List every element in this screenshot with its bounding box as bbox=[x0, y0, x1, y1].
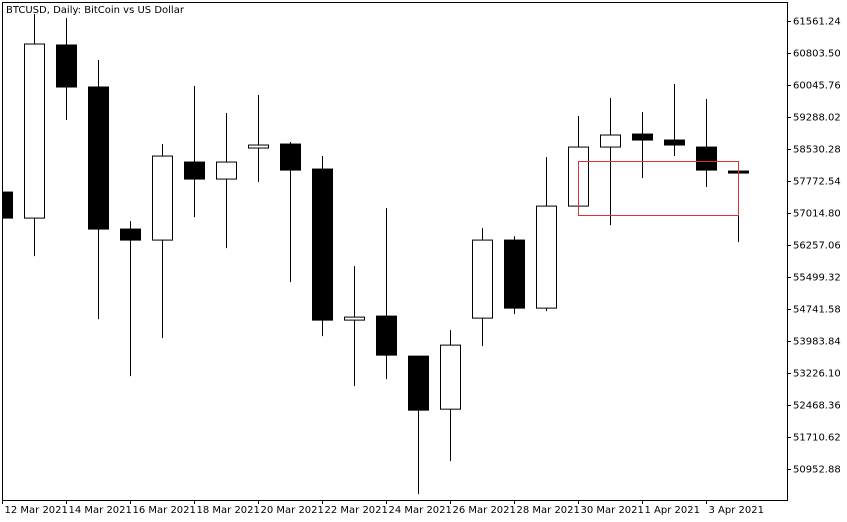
y-tick-label: 57772.54 bbox=[793, 177, 841, 188]
y-tick-label: 51710.62 bbox=[793, 433, 841, 444]
candle-body bbox=[88, 86, 109, 230]
y-tick-label: 54741.58 bbox=[793, 305, 841, 316]
y-tick-label: 59288.02 bbox=[793, 113, 841, 124]
selection-box bbox=[578, 161, 739, 216]
candle-body bbox=[504, 239, 525, 309]
x-tick-label: 16 Mar 2021 bbox=[133, 505, 196, 516]
candle-body bbox=[56, 44, 77, 88]
candle-body bbox=[152, 155, 173, 241]
x-tick-label: 20 Mar 2021 bbox=[261, 505, 324, 516]
y-tick-label: 55499.32 bbox=[793, 273, 841, 284]
x-tick-label: 3 Apr 2021 bbox=[709, 505, 764, 516]
y-tick-label: 56257.06 bbox=[793, 241, 841, 252]
x-tick-label: 24 Mar 2021 bbox=[389, 505, 452, 516]
x-tick-label: 26 Mar 2021 bbox=[453, 505, 516, 516]
candle-body bbox=[664, 139, 685, 146]
x-tick-label: 30 Mar 2021 bbox=[581, 505, 644, 516]
x-tick-label: 18 Mar 2021 bbox=[197, 505, 260, 516]
x-tick-label: 28 Mar 2021 bbox=[517, 505, 580, 516]
candle-body bbox=[120, 228, 141, 241]
chart-title: BTCUSD, Daily: BitCoin vs US Dollar bbox=[6, 5, 185, 16]
candle-body bbox=[632, 133, 653, 141]
y-tick-label: 50952.88 bbox=[793, 465, 841, 476]
candle-body bbox=[248, 144, 269, 149]
x-tick-label: 12 Mar 2021 bbox=[5, 505, 68, 516]
candle-body bbox=[312, 168, 333, 321]
candle-body bbox=[216, 161, 237, 180]
candle-body bbox=[344, 316, 365, 321]
y-tick-label: 52468.36 bbox=[793, 401, 841, 412]
candle-body bbox=[696, 146, 717, 171]
plot-frame bbox=[2, 2, 788, 501]
y-tick-label: 58530.28 bbox=[793, 145, 841, 156]
y-tick-label: 53226.10 bbox=[793, 369, 841, 380]
candle-body bbox=[2, 191, 13, 219]
plot-area bbox=[2, 13, 749, 495]
x-tick-label: 14 Mar 2021 bbox=[69, 505, 132, 516]
candle-body bbox=[24, 43, 45, 219]
x-tick-label: 1 Apr 2021 bbox=[645, 505, 700, 516]
candle-body bbox=[376, 315, 397, 356]
candle-body bbox=[536, 205, 557, 309]
y-tick-label: 60803.50 bbox=[793, 49, 841, 60]
y-tick-label: 53983.84 bbox=[793, 337, 841, 348]
y-tick-label: 60045.76 bbox=[793, 81, 841, 92]
y-tick-label: 61561.24 bbox=[793, 17, 841, 28]
candle-body bbox=[280, 143, 301, 171]
candle-body bbox=[184, 161, 205, 180]
candle-body bbox=[472, 239, 493, 319]
candle-body bbox=[600, 134, 621, 148]
candle-body bbox=[440, 344, 461, 410]
y-tick-label: 57014.80 bbox=[793, 209, 841, 220]
candle-body bbox=[408, 355, 429, 411]
x-tick-label: 22 Mar 2021 bbox=[325, 505, 388, 516]
